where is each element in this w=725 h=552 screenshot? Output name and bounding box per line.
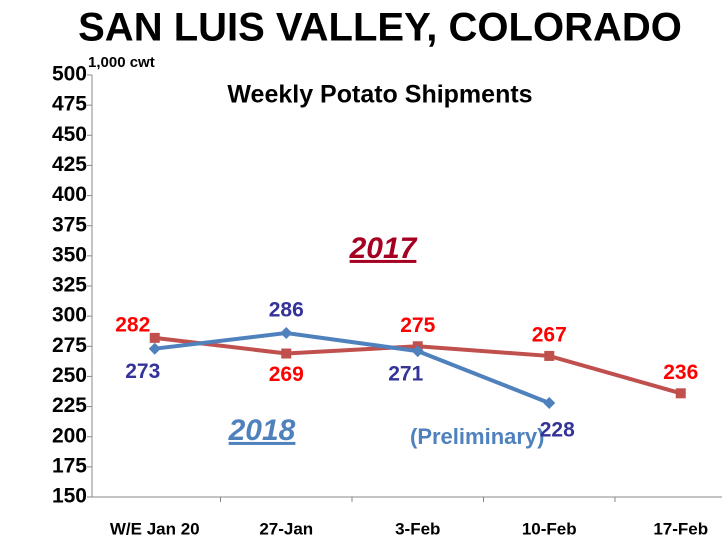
series-name: 2017 (349, 232, 418, 265)
y-tick-label: 175 (52, 454, 87, 477)
x-tick-label: 3-Feb (395, 519, 440, 538)
y-tick-label: 350 (52, 243, 87, 266)
marker (149, 332, 160, 343)
marker (543, 396, 556, 409)
y-tick-label: 325 (52, 274, 87, 297)
data-label: 282 (115, 313, 150, 336)
x-tick-label: W/E Jan 20 (110, 519, 200, 538)
y-tick-label: 225 (52, 394, 87, 417)
x-tick-label: 10-Feb (522, 519, 577, 538)
y-axis-label: 1,000 cwt (88, 54, 155, 71)
series-name: 2018 (228, 414, 296, 447)
y-tick-label: 425 (52, 153, 87, 176)
y-tick-label: 475 (52, 93, 87, 116)
marker (544, 350, 555, 361)
data-label: 228 (540, 419, 575, 442)
marker (675, 388, 686, 399)
y-tick-label: 250 (52, 364, 87, 387)
marker (281, 348, 292, 359)
data-label: 267 (532, 323, 567, 346)
chart-title: SAN LUIS VALLEY, COLORADO (78, 6, 682, 50)
y-tick-label: 150 (52, 485, 87, 508)
y-tick-label: 300 (52, 304, 87, 327)
data-label: 271 (388, 363, 423, 386)
data-label: 275 (400, 314, 435, 337)
marker (411, 345, 424, 358)
y-tick-label: 450 (52, 123, 87, 146)
marker (148, 342, 161, 355)
marker (280, 327, 293, 340)
data-label: 286 (269, 299, 304, 322)
chart-subtitle: Weekly Potato Shipments (227, 81, 532, 109)
x-tick-label: 17-Feb (653, 519, 708, 538)
data-label: 269 (269, 363, 304, 386)
y-tick-label: 500 (52, 63, 87, 86)
y-tick-label: 375 (52, 213, 87, 236)
y-tick-label: 200 (52, 424, 87, 447)
y-tick-label: 275 (52, 334, 87, 357)
data-label: 273 (125, 360, 160, 383)
annotation: (Preliminary) (410, 424, 545, 449)
data-label: 236 (663, 361, 698, 384)
y-tick-label: 400 (52, 183, 87, 206)
x-tick-label: 27-Jan (259, 519, 313, 538)
series-line (154, 331, 550, 405)
